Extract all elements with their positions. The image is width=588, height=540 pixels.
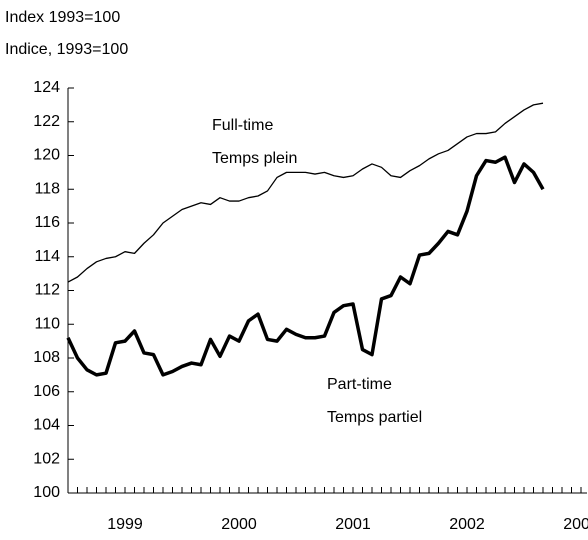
subtitle: Indice, 1993=100 — [5, 41, 128, 58]
x-tick-label: 2002 — [449, 516, 485, 533]
y-tick-label: 122 — [33, 113, 60, 130]
y-tick-label: 112 — [34, 282, 60, 299]
x-tick-label: 2001 — [335, 516, 371, 533]
series-label: Part-time — [327, 376, 392, 393]
y-tick-label: 116 — [34, 214, 60, 231]
y-tick-label: 120 — [33, 147, 60, 164]
y-tick-label: 110 — [34, 315, 60, 332]
y-tick-label: 114 — [34, 248, 60, 265]
line — [66, 155, 545, 377]
y-tick-label: 118 — [34, 180, 60, 197]
series-label: Temps partiel — [327, 409, 422, 426]
series-label: Temps plein — [212, 150, 297, 167]
subtitle: Index 1993=100 — [5, 9, 120, 26]
x-tick-label: 2000 — [221, 516, 257, 533]
y-tick-label: 102 — [33, 450, 60, 467]
y-tick-label: 106 — [33, 383, 60, 400]
line — [67, 102, 544, 283]
series-label: Full-time — [212, 117, 273, 134]
y-tick-label: 104 — [33, 417, 60, 434]
x-tick-label: 1999 — [107, 516, 143, 533]
y-tick-label: 100 — [33, 484, 60, 501]
y-tick-label: 124 — [33, 79, 60, 96]
y-tick-label: 108 — [33, 349, 60, 366]
x-tick-label: 2003 — [563, 516, 588, 533]
